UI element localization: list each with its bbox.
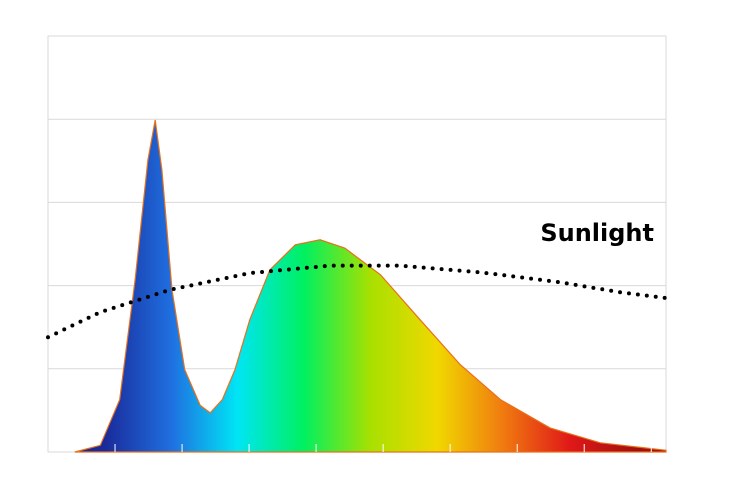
spectrum-area <box>74 119 667 453</box>
series-label: Sunlight <box>540 219 654 247</box>
